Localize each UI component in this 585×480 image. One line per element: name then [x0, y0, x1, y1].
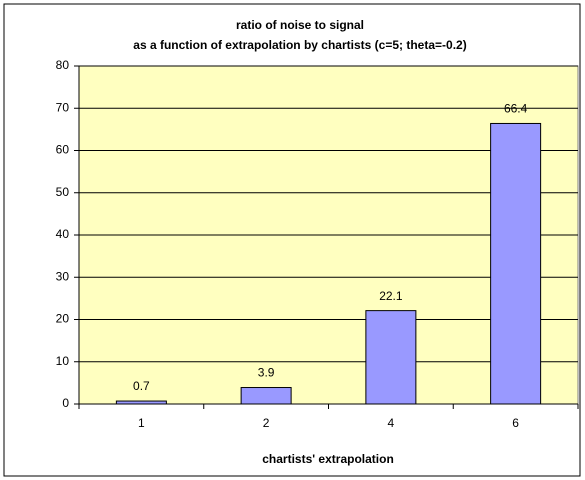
- y-tick-label: 80: [56, 58, 70, 72]
- y-tick-label: 0: [62, 396, 69, 410]
- y-tick-label: 70: [56, 100, 70, 114]
- chart-title: ratio of noise to signal: [236, 18, 364, 32]
- y-tick-label: 60: [56, 143, 70, 157]
- x-tick-label: 1: [138, 416, 145, 430]
- x-axis-title: chartists' extrapolation: [262, 452, 394, 466]
- y-tick-label: 20: [56, 312, 70, 326]
- bar: [490, 122, 542, 405]
- y-tick-label: 40: [56, 227, 70, 241]
- chart-title: as a function of extrapolation by charti…: [133, 38, 466, 52]
- y-tick-label: 30: [56, 269, 70, 283]
- y-tick-label: 50: [56, 185, 70, 199]
- x-tick-label: 6: [512, 416, 519, 430]
- bar: [240, 387, 292, 405]
- bar: [115, 400, 167, 405]
- bar: [365, 310, 417, 405]
- data-label: 22.1: [379, 289, 403, 303]
- data-label: 3.9: [258, 366, 275, 380]
- data-label: 66.4: [504, 102, 528, 116]
- x-tick-label: 4: [388, 416, 395, 430]
- x-tick-label: 2: [263, 416, 270, 430]
- data-label: 0.7: [133, 379, 150, 393]
- y-tick-label: 10: [56, 354, 70, 368]
